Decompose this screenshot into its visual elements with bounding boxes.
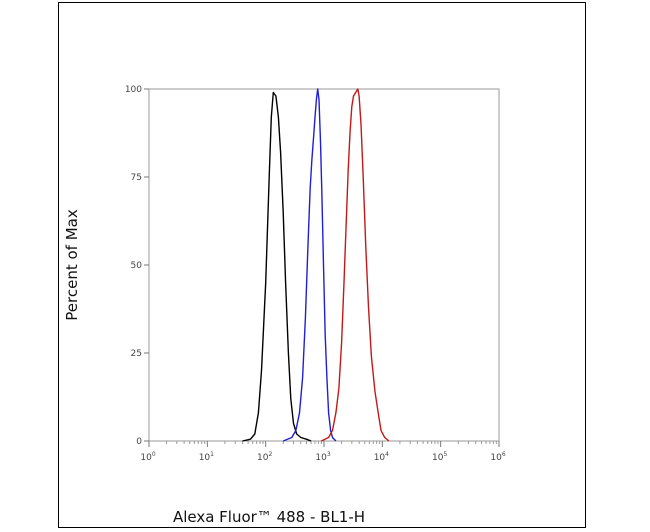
x-axis: 100 101 102 103 104 105 106	[140, 441, 506, 463]
y-tick-label: 75	[131, 173, 142, 183]
x-tick-label: 104	[374, 451, 389, 463]
x-tick-label: 106	[490, 451, 505, 463]
x-tick-label: 103	[315, 451, 330, 463]
y-tick-label: 0	[136, 437, 142, 447]
y-tick-label: 50	[131, 261, 143, 271]
x-tick-label: 102	[257, 451, 272, 463]
histogram-series-3	[320, 88, 390, 442]
x-tick-label: 105	[432, 451, 447, 463]
histogram-series-1	[242, 91, 312, 442]
histogram-chart: 100 101 102 103 104 105 106 0 25 50 75 100 Alexa F…	[63, 85, 506, 526]
chart-frame: 100 101 102 103 104 105 106 0 25 50 75 100 Alexa F…	[58, 2, 586, 528]
histogram-series-2	[282, 88, 337, 442]
x-tick-label: 100	[140, 451, 155, 463]
series-layer	[242, 88, 390, 442]
y-axis-label: Percent of Max	[63, 209, 81, 321]
y-tick-label: 25	[131, 349, 142, 359]
x-tick-label: 101	[199, 451, 214, 463]
x-axis-label: Alexa Fluor™ 488 - BL1-H	[173, 508, 365, 526]
y-axis: 0 25 50 75 100	[125, 85, 149, 447]
y-tick-label: 100	[125, 85, 142, 95]
